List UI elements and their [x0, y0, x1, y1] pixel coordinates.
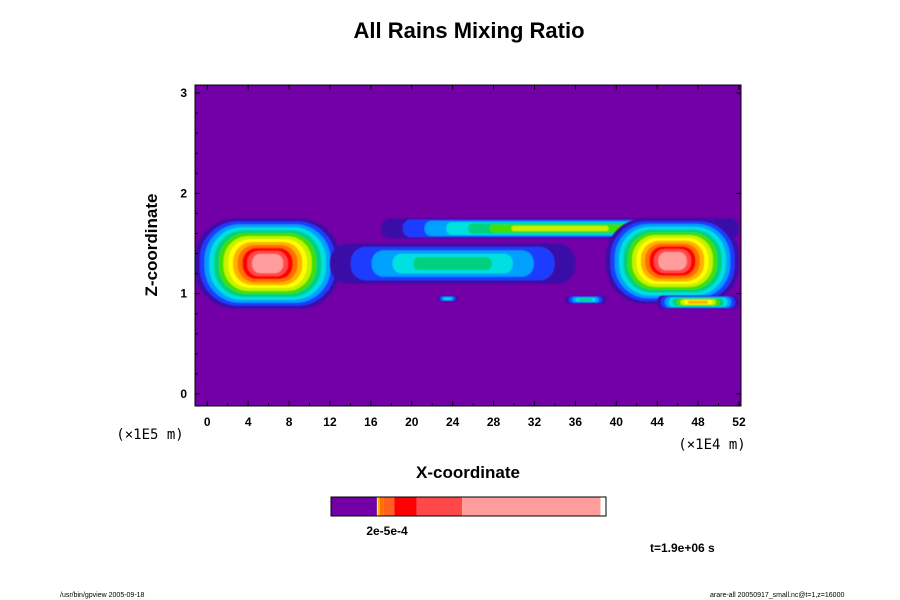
- x-tick-label: 52: [732, 415, 746, 429]
- time-label: t=1.9e+06 s: [650, 541, 715, 555]
- rain-cell: [195, 218, 341, 309]
- y-tick-label: 0: [180, 387, 187, 401]
- x-tick-label: 16: [364, 415, 378, 429]
- y-axis-label: Z-coordinate: [142, 194, 161, 297]
- y-tick-label: 1: [180, 287, 187, 301]
- colorbar-segment: [462, 497, 601, 516]
- colorbar-segment: [383, 497, 395, 516]
- contour-level: [688, 300, 709, 304]
- colorbar-segment: [379, 497, 384, 516]
- contour-level: [579, 298, 593, 301]
- contour-level: [443, 297, 452, 300]
- colorbar-frame: [330, 496, 607, 517]
- colorbar-segment: [378, 497, 380, 516]
- x-tick-label: 0: [204, 415, 211, 429]
- rain-cell: [657, 295, 739, 309]
- rain-field: [195, 218, 739, 309]
- contour-level: [413, 257, 492, 270]
- x-axis-unit: (×1E4 m): [678, 437, 745, 453]
- x-tick-label: 8: [286, 415, 293, 429]
- x-tick-label: 12: [323, 415, 337, 429]
- x-axis-ticks: 0 4 8 12 16 20 24 28 32 36 40 44 48 52: [204, 85, 746, 429]
- chart-title: All Rains Mixing Ratio: [353, 18, 584, 43]
- colorbar-label: 2e-5e-4: [366, 524, 408, 538]
- contour-level: [658, 251, 687, 271]
- contour-level: [251, 253, 284, 274]
- x-tick-label: 20: [405, 415, 419, 429]
- x-tick-label: 32: [528, 415, 542, 429]
- y-tick-label: 3: [180, 86, 187, 100]
- y-axis-ticks: 0 1 2 3: [180, 86, 741, 401]
- rain-cell: [565, 295, 607, 304]
- plot-frame: [194, 84, 742, 407]
- colorbar-segment: [394, 497, 417, 516]
- x-tick-label: 44: [650, 415, 664, 429]
- colorbar-segment: [416, 497, 463, 516]
- x-tick-label: 28: [487, 415, 501, 429]
- rain-cell: [437, 295, 458, 302]
- colorbar-segment: [331, 497, 377, 516]
- x-tick-label: 40: [610, 415, 624, 429]
- colorbar-segment: [376, 497, 379, 516]
- x-axis-label: X-coordinate: [416, 463, 520, 482]
- footer-left: /usr/bin/gpview 2005-09-18: [60, 592, 145, 599]
- y-axis-unit: (×1E5 m): [116, 427, 183, 443]
- colorbar: [331, 497, 601, 516]
- x-tick-label: 4: [245, 415, 252, 429]
- x-tick-label: 24: [446, 415, 460, 429]
- x-tick-label: 48: [691, 415, 705, 429]
- x-tick-label: 36: [569, 415, 583, 429]
- rain-cell: [329, 243, 576, 284]
- contour-level: [511, 225, 609, 232]
- footer-right: arare-all 20050917_small.nc@t=1,z=16000: [710, 592, 844, 599]
- y-tick-label: 2: [180, 186, 187, 200]
- rain-cell: [606, 218, 739, 304]
